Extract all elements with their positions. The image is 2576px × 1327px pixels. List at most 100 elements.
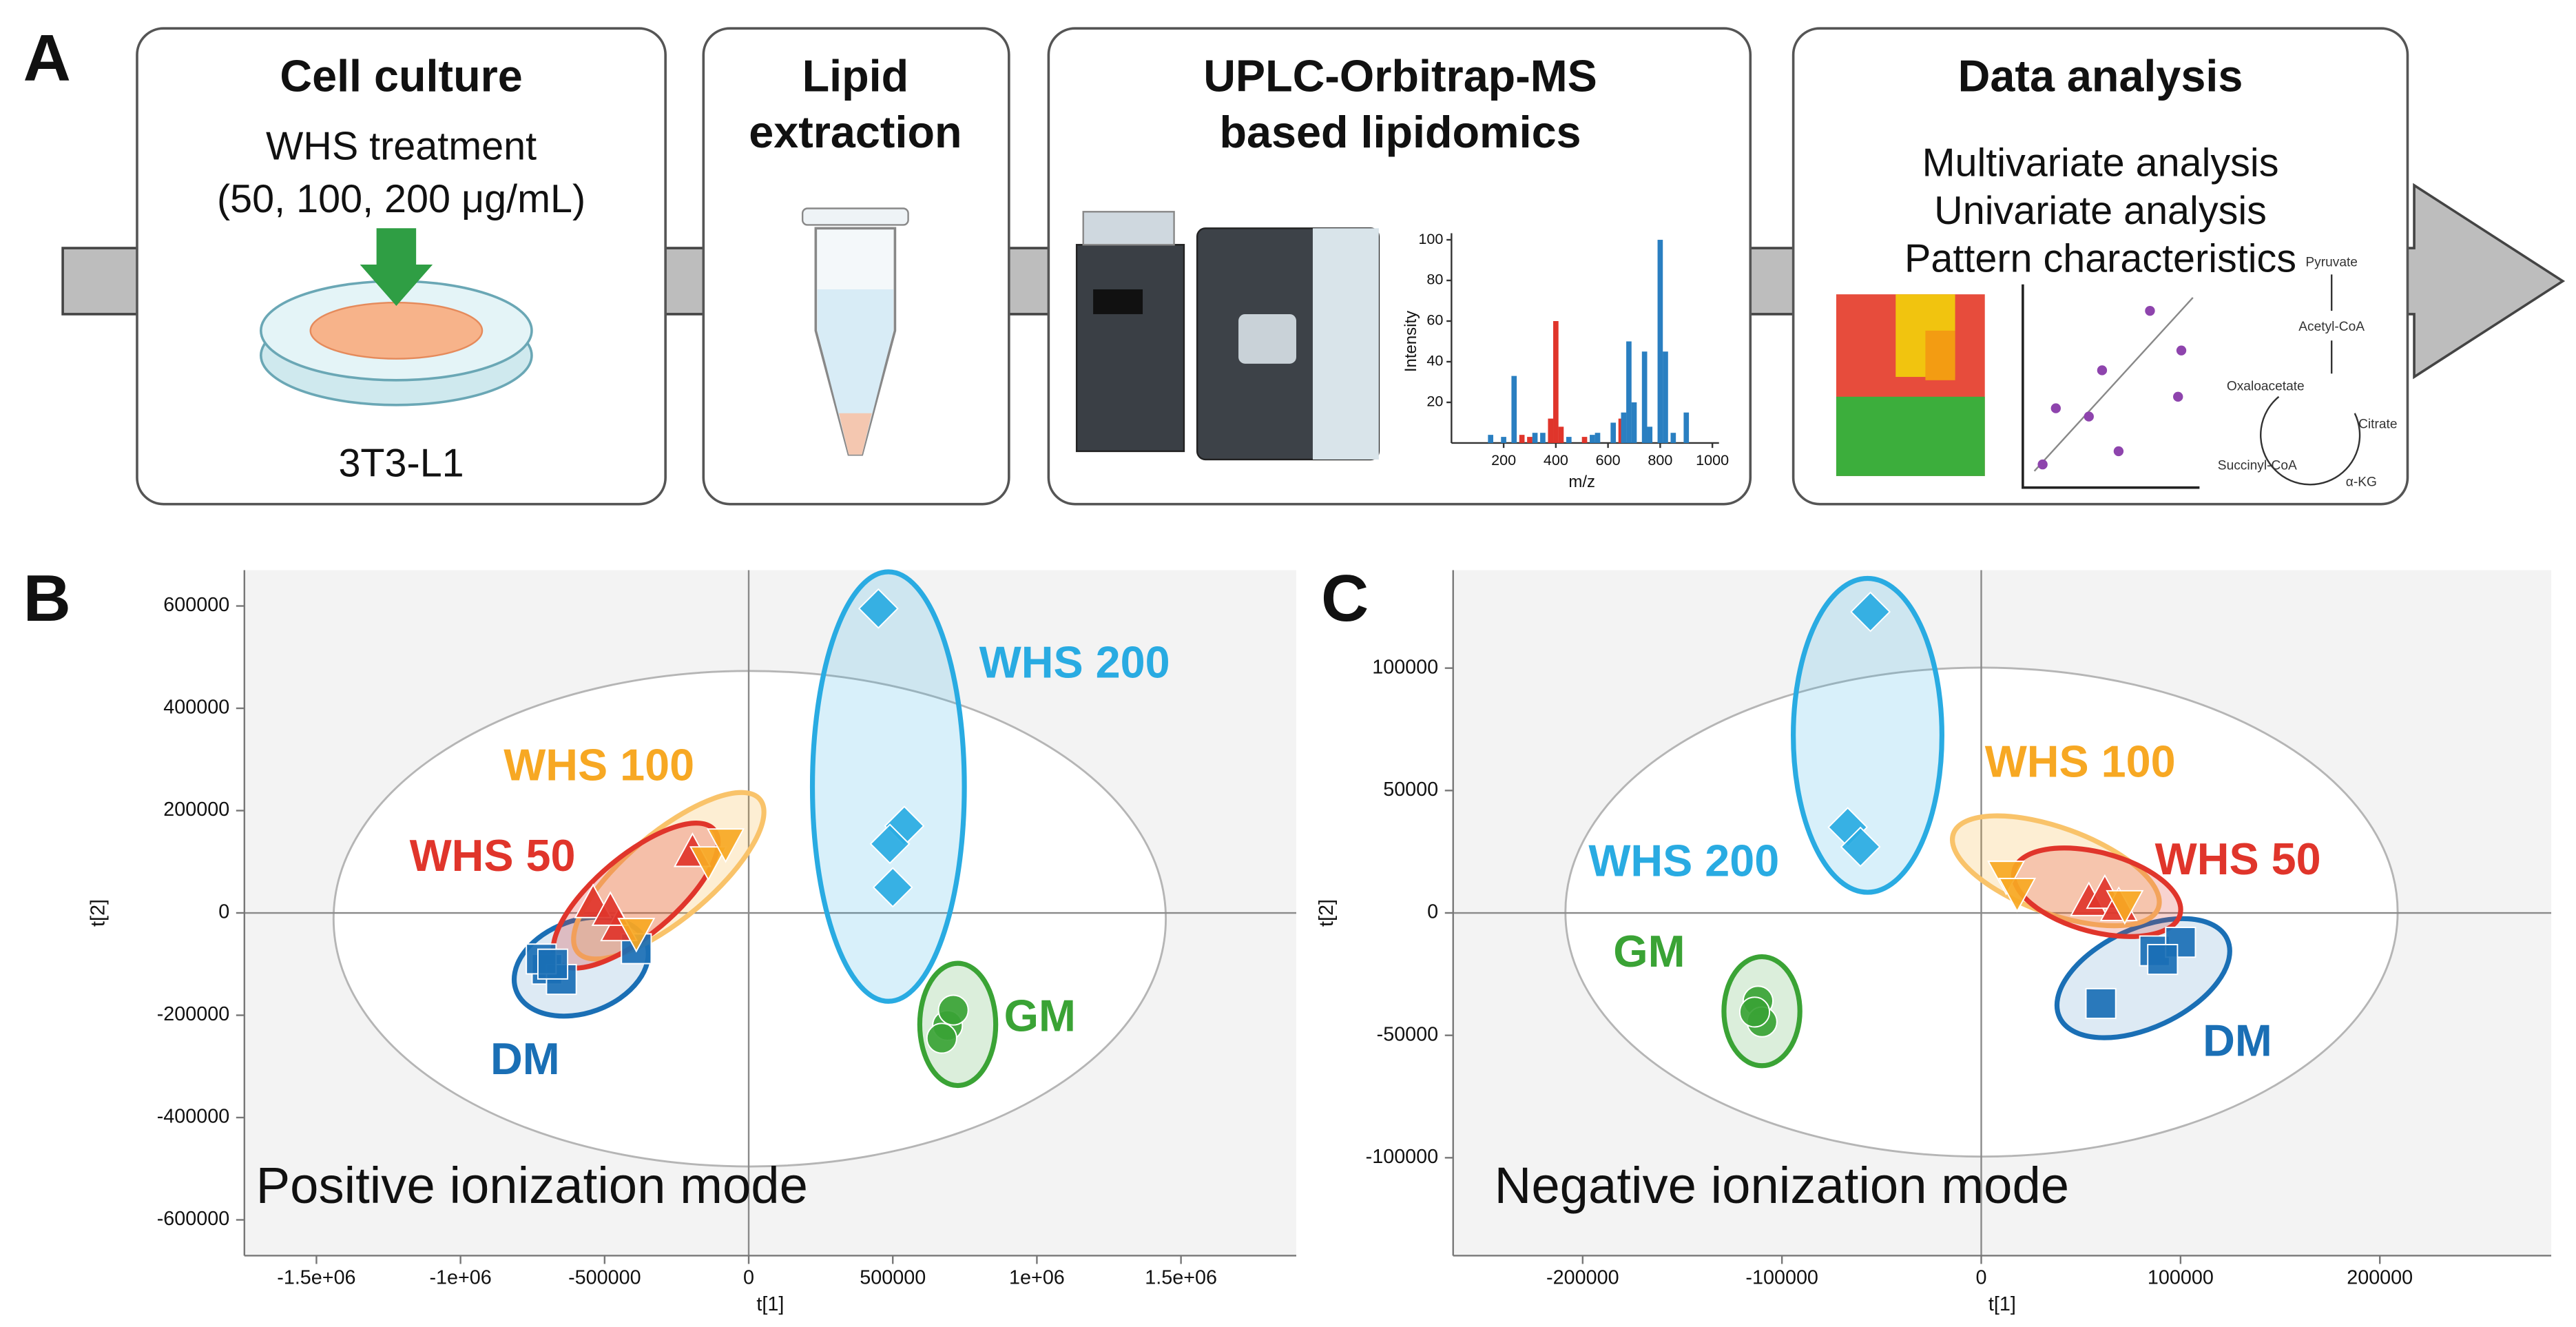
y-tick-label: 400000: [163, 697, 229, 719]
group-label: GM: [1004, 991, 1076, 1041]
x-axis-title: m/z: [1568, 473, 1595, 491]
step-line: Multivariate analysis: [1922, 141, 2279, 185]
group-label: GM: [1613, 926, 1685, 976]
point: [1738, 996, 1771, 1028]
bar: [1626, 341, 1632, 443]
bar: [1566, 437, 1572, 443]
x-tick-label: 0: [743, 1267, 754, 1289]
group-label: DM: [490, 1033, 560, 1084]
y-tick-label: 200000: [163, 799, 229, 821]
y-tick-label: 600000: [163, 594, 229, 616]
y-axis-title: t[2]: [87, 899, 109, 927]
bar: [1553, 321, 1559, 443]
point: [689, 846, 727, 881]
y-tick-label: 50000: [1383, 779, 1438, 801]
point: [926, 1022, 957, 1054]
point: [707, 828, 745, 863]
x-tick-label: -1.5e+06: [277, 1267, 355, 1289]
x-tick-label: 1000: [1696, 451, 1729, 469]
x-axis-title: t[1]: [756, 1293, 784, 1315]
x-tick-label: -1e+06: [429, 1267, 491, 1289]
heatmap-icon: [1836, 294, 1985, 476]
x-axis-title: t[1]: [1988, 1293, 2016, 1315]
bar: [1519, 435, 1525, 443]
x-tick-label: 400: [1544, 451, 1568, 469]
bar: [1590, 435, 1595, 443]
x-tick-label: -500000: [568, 1267, 641, 1289]
group-label: DM: [2203, 1016, 2272, 1066]
bar: [1527, 437, 1533, 443]
y-tick-label: 100000: [1372, 656, 1438, 678]
bar: [1657, 240, 1663, 443]
bar: [1595, 433, 1601, 443]
bar: [1663, 351, 1668, 443]
step-line: (50, 100, 200 μg/mL): [217, 177, 585, 221]
metabolite: Pyruvate: [2305, 256, 2358, 270]
x-tick-label: -100000: [1745, 1267, 1818, 1289]
point: [617, 918, 656, 953]
step-title: extraction: [749, 107, 962, 157]
bar: [1488, 435, 1494, 443]
y-tick-label: 20: [1426, 393, 1443, 410]
y-tick-label: 60: [1426, 311, 1443, 329]
group-label: WHS 100: [503, 739, 694, 790]
metabolite: α-KG: [2346, 475, 2377, 490]
point: [1987, 861, 2026, 896]
point: [537, 948, 569, 980]
bar: [1641, 351, 1648, 443]
step-title: based lipidomics: [1219, 107, 1581, 157]
y-tick-label: 80: [1426, 271, 1443, 288]
x-tick-label: -200000: [1546, 1267, 1619, 1289]
x-tick-label: 500000: [860, 1267, 926, 1289]
y-tick-label: -400000: [157, 1106, 230, 1128]
group-label: WHS 200: [979, 637, 1170, 688]
point: [2085, 987, 2117, 1020]
metabolite: Succinyl-CoA: [2218, 459, 2297, 473]
y-tick-label: 40: [1426, 352, 1443, 369]
point: [937, 994, 969, 1026]
plot-subtitle: Positive ionization mode: [256, 1157, 808, 1214]
metabolite: Acetyl-CoA: [2298, 320, 2365, 334]
x-tick-label: 1.5e+06: [1145, 1267, 1217, 1289]
bar: [1670, 433, 1676, 443]
panel-label: A: [23, 21, 71, 95]
petri-dish: [259, 228, 533, 407]
tca-cycle: [2260, 274, 2361, 486]
bar: [1683, 412, 1690, 443]
plot-subtitle: Negative ionization mode: [1495, 1157, 2069, 1214]
x-tick-label: 200000: [2347, 1267, 2413, 1289]
x-tick-label: 600: [1596, 451, 1621, 469]
y-tick-label: -100000: [1366, 1146, 1439, 1168]
marks: 20 40 60 80 100 200 400 600 800 1000 m/z Intensity B…: [23, 230, 2321, 1214]
step-line: WHS treatment: [266, 124, 537, 168]
step-footer: 3T3-L1: [338, 442, 464, 486]
bar: [1610, 422, 1617, 443]
tube: [801, 207, 909, 456]
step-title: Cell culture: [280, 51, 522, 101]
bar: [1540, 433, 1546, 443]
bar: [1647, 426, 1653, 443]
x-tick-label: 200: [1491, 451, 1516, 469]
y-tick-label: 0: [1427, 901, 1438, 923]
point: [858, 588, 899, 629]
bar: [1621, 412, 1627, 443]
y-axis-title: Intensity: [1402, 311, 1420, 372]
x-tick-label: 100000: [2148, 1267, 2214, 1289]
bar: [1581, 437, 1588, 443]
x-tick-label: 1e+06: [1009, 1267, 1065, 1289]
y-tick-label: -600000: [157, 1208, 230, 1230]
y-tick-label: 100: [1418, 230, 1443, 247]
step-line: Pattern characteristics: [1904, 236, 2296, 280]
x-tick-label: 0: [1976, 1267, 1987, 1289]
step-title: Data analysis: [1958, 51, 2243, 101]
y-tick-label: 0: [218, 901, 229, 923]
y-tick-label: -50000: [1377, 1023, 1439, 1045]
group-label: WHS 50: [410, 830, 576, 881]
point: [1850, 591, 1891, 632]
point: [1840, 826, 1881, 867]
group-label: WHS 100: [1985, 737, 2176, 787]
bar: [1631, 402, 1637, 443]
axes: -600000 -400000 -200000 0 200000 400000 600000…: [87, 570, 2552, 1315]
bar: [1501, 437, 1506, 443]
